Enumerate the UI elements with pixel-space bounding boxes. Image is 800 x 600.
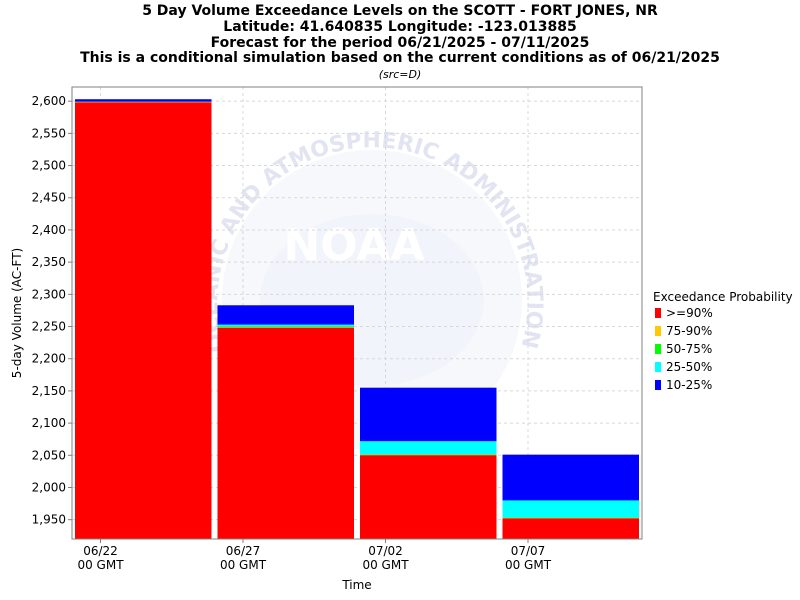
- legend-entry-label: 10-25%: [666, 378, 712, 392]
- y-tick-label: 2,550: [32, 126, 66, 140]
- legend-entry-label: 25-50%: [666, 360, 712, 374]
- chart-title-line-4: This is a conditional simulation based o…: [80, 50, 720, 66]
- x-tick-label-time: 00 GMT: [77, 558, 124, 572]
- legend-swatch: [655, 362, 661, 372]
- x-tick-label-date: 07/07: [511, 544, 546, 558]
- bar-segment-90: [502, 518, 639, 539]
- x-tick-label-time: 00 GMT: [220, 558, 267, 572]
- legend-title: Exceedance Probability: [653, 290, 793, 304]
- y-tick-label: 2,300: [32, 287, 66, 301]
- y-tick-label: 2,200: [32, 352, 66, 366]
- legend-swatch: [655, 308, 661, 318]
- x-axis-label: Time: [341, 578, 371, 592]
- chart-title-line-3: Forecast for the period 06/21/2025 - 07/…: [211, 35, 590, 51]
- y-tick-label: 2,400: [32, 223, 66, 237]
- y-tick-label: 2,150: [32, 384, 66, 398]
- legend-entry-label: >=90%: [666, 306, 713, 320]
- y-tick-label: 1,950: [32, 513, 66, 527]
- y-tick-label: 2,100: [32, 416, 66, 430]
- y-tick-label: 2,500: [32, 159, 66, 173]
- x-tick-label-date: 06/27: [226, 544, 261, 558]
- legend-swatch: [655, 380, 661, 390]
- legend: Exceedance Probability >=90% 75-90% 50-75%…: [653, 290, 793, 392]
- legend-swatch: [655, 326, 661, 336]
- watermark-logo-text: NOAA: [283, 220, 424, 271]
- plot-border: [71, 86, 643, 540]
- y-tick-label: 2,450: [32, 191, 66, 205]
- chart-title-line-1: 5 Day Volume Exceedance Levels on the SC…: [142, 3, 658, 19]
- bar-segment-90: [360, 455, 497, 539]
- legend-swatch: [655, 344, 661, 354]
- x-tick-label-time: 00 GMT: [505, 558, 552, 572]
- x-tick-label-time: 00 GMT: [362, 558, 409, 572]
- source-note: (src=D): [379, 68, 422, 81]
- y-tick-label: 2,050: [32, 448, 66, 462]
- bar-segment-90: [217, 327, 354, 539]
- bar-segment-90: [75, 102, 212, 539]
- bars-group: [75, 99, 639, 540]
- x-tick-label-date: 06/22: [83, 544, 118, 558]
- y-axis: 1,950 2,000 2,050 2,100 2,150 2,200 2,250 2,300…: [32, 94, 72, 527]
- legend-entry-label: 50-75%: [666, 342, 712, 356]
- y-axis-label: 5-day Volume (AC-FT): [10, 248, 24, 378]
- y-tick-label: 2,000: [32, 480, 66, 494]
- legend-entry-label: 75-90%: [666, 324, 712, 338]
- y-tick-label: 2,250: [32, 320, 66, 334]
- y-tick-label: 2,350: [32, 255, 66, 269]
- x-tick-label-date: 07/02: [368, 544, 403, 558]
- chart-title-line-2: Latitude: 41.640835 Longitude: -123.0138…: [223, 19, 576, 35]
- y-tick-label: 2,600: [32, 94, 66, 108]
